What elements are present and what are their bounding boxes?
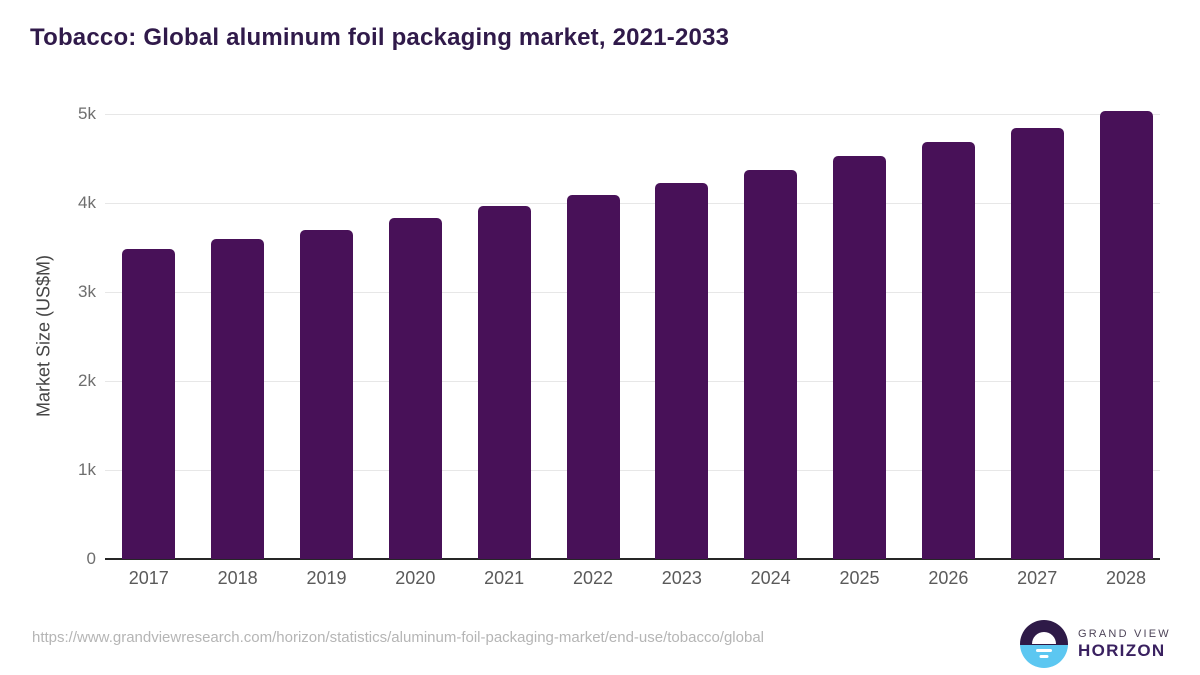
x-axis-label-2027: 2027 (1017, 568, 1058, 588)
gridline-3k (105, 291, 1160, 293)
bar-2021[interactable] (477, 206, 531, 559)
y-tick-label-1k: 1k (78, 459, 96, 479)
x-axis-label-2028: 2028 (1106, 568, 1147, 588)
x-axis-line (105, 558, 1160, 560)
sun-reflection-line-2 (1039, 654, 1049, 659)
bar-2019[interactable] (299, 230, 353, 559)
x-axis-label-2026: 2026 (928, 568, 969, 588)
gridline-4k (105, 202, 1160, 204)
y-tick-label-4k: 4k (78, 192, 96, 212)
bar-2025[interactable] (833, 156, 887, 559)
grand-view-horizon-logo: GRAND VIEW HORIZON (1020, 620, 1180, 668)
x-axis-label-2023: 2023 (661, 568, 702, 588)
x-axis-label-2020: 2020 (395, 568, 436, 588)
bar-2017[interactable] (122, 249, 176, 559)
x-axis-label-2021: 2021 (484, 568, 525, 588)
bar-2027[interactable] (1010, 127, 1064, 559)
bar-2026[interactable] (921, 142, 975, 559)
y-axis-title: Market Size (US$M) (33, 254, 54, 418)
source-url: https://www.grandviewresearch.com/horizo… (32, 629, 764, 646)
bar-2018[interactable] (211, 239, 265, 559)
sun-dome-shape (1032, 632, 1056, 644)
y-tick-label-3k: 3k (78, 281, 96, 301)
x-axis-label-2025: 2025 (839, 568, 880, 588)
x-axis-label-2022: 2022 (572, 568, 614, 588)
x-axis-label-2018: 2018 (217, 568, 258, 588)
bar-2028[interactable] (1099, 111, 1153, 559)
bar-2023[interactable] (655, 183, 709, 559)
x-axis-label-2019: 2019 (306, 568, 347, 588)
brand-name-horizon: HORIZON (1078, 641, 1166, 660)
y-tick-label-0: 0 (86, 549, 96, 568)
y-tick-label-5k: 5k (78, 103, 96, 123)
gridline-5k (105, 113, 1160, 115)
sun-reflection-line-1 (1036, 648, 1052, 653)
gridline-2k (105, 380, 1160, 382)
bar-2022[interactable] (566, 194, 620, 559)
bar-2020[interactable] (388, 218, 442, 559)
page-title: Tobacco: Global aluminum foil packaging … (30, 24, 730, 51)
horizon-sun-icon (1020, 620, 1068, 668)
gridline-1k (105, 469, 1160, 471)
x-axis-label-2017: 2017 (128, 568, 169, 588)
bar-2024[interactable] (744, 169, 798, 559)
brand-name-grand-view: GRAND VIEW (1078, 628, 1171, 640)
x-axis-label-2024: 2024 (750, 568, 791, 588)
y-tick-label-2k: 2k (78, 370, 96, 390)
